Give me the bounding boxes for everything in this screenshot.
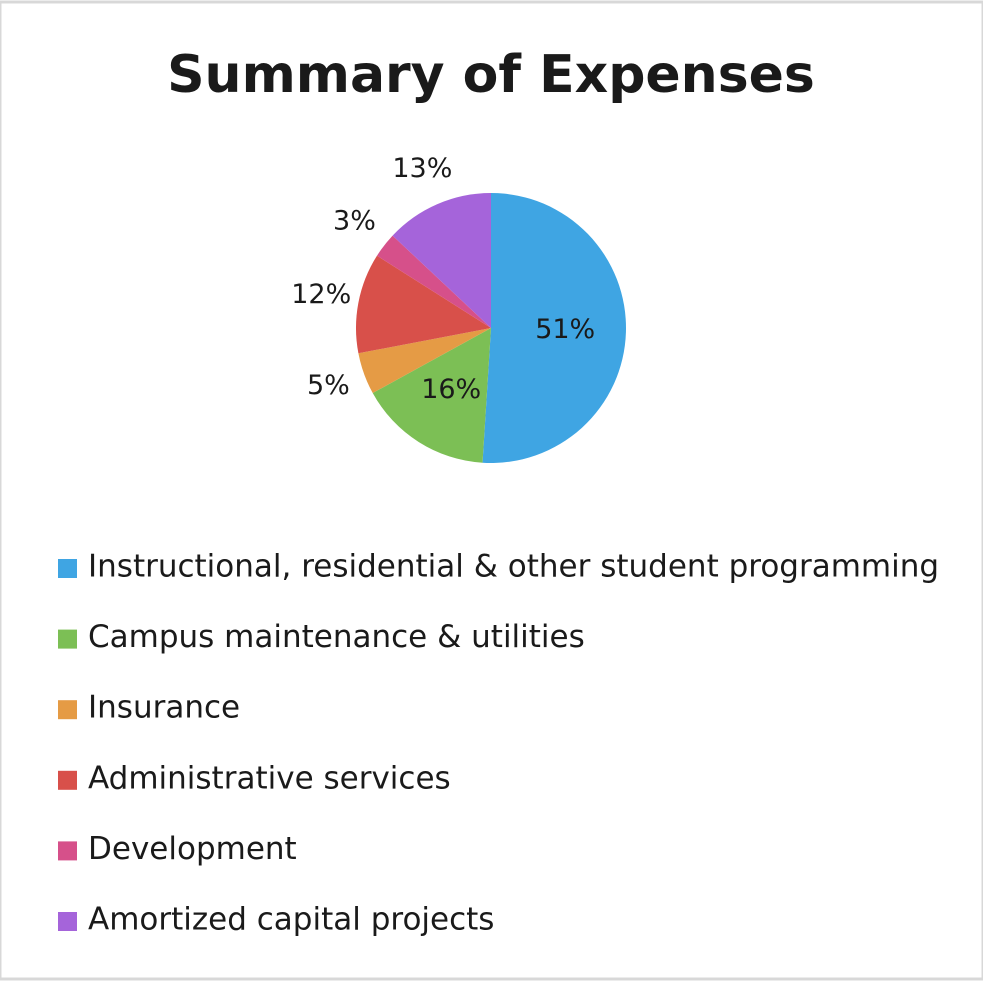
legend-label: Insurance: [88, 690, 240, 726]
pie-slice: [372, 328, 491, 463]
pie-slice: [392, 193, 491, 328]
pie-slice: [356, 255, 491, 354]
pie-slice: [358, 328, 491, 394]
chart-title: Summary of Expenses: [167, 45, 815, 105]
legend-label: Campus maintenance & utilities: [88, 619, 585, 655]
legend-label: Instructional, residential & other stude…: [88, 549, 939, 585]
slice-label: 13%: [392, 153, 452, 184]
legend-swatch: [58, 770, 77, 790]
legend-swatch: [58, 841, 77, 861]
slice-label: 16%: [421, 374, 481, 405]
legend-label: Amortized capital projects: [88, 902, 494, 938]
slice-label: 3%: [333, 206, 376, 237]
pie-slice: [482, 193, 626, 463]
legend-swatch: [58, 912, 77, 931]
legend-label: Development: [88, 831, 297, 867]
slice-label: 5%: [307, 370, 350, 401]
legend-swatch: [58, 559, 77, 578]
slice-label: 51%: [535, 314, 595, 345]
legend-swatch: [58, 700, 77, 720]
legend-swatch: [58, 629, 77, 649]
legend-label: Administrative services: [88, 760, 451, 796]
pie-slice: [377, 235, 491, 328]
slice-label: 12%: [291, 279, 351, 310]
